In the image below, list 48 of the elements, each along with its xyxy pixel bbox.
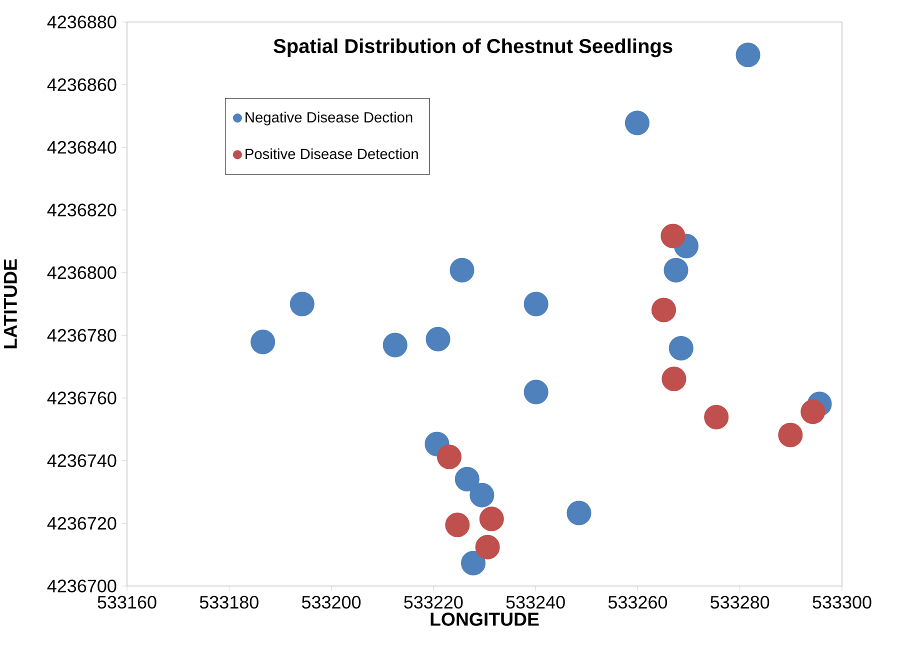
x-tick-label: 533280 bbox=[710, 596, 770, 609]
y-tick-label: 4236880 bbox=[47, 16, 116, 28]
y-tick-label: 4236820 bbox=[47, 204, 116, 216]
point bbox=[470, 482, 494, 508]
point bbox=[445, 512, 470, 538]
y-tick-label: 4236740 bbox=[47, 454, 116, 468]
point bbox=[664, 258, 688, 282]
point bbox=[668, 336, 694, 360]
point bbox=[426, 326, 450, 352]
legend-label: Negative Disease Dection bbox=[246, 112, 412, 126]
point bbox=[475, 534, 500, 560]
point bbox=[624, 110, 650, 136]
point bbox=[651, 298, 676, 322]
point bbox=[704, 404, 729, 430]
point bbox=[450, 258, 474, 282]
x-tick-label: 533200 bbox=[302, 596, 361, 609]
point bbox=[800, 400, 826, 424]
point bbox=[479, 506, 504, 532]
point bbox=[454, 466, 480, 492]
text: Spatial Distribution of Chestnut Seedlings bbox=[274, 38, 672, 58]
x-tick-label: 533160 bbox=[98, 596, 156, 609]
point bbox=[290, 292, 314, 316]
x-axis-title: LONGITUDE bbox=[430, 612, 539, 626]
x-tick-label: 533300 bbox=[812, 596, 872, 609]
y-tick-label: 4236760 bbox=[47, 392, 116, 404]
legend-label: Positive Disease Detection bbox=[246, 148, 418, 160]
point bbox=[736, 42, 760, 68]
y-tick-label: 4236700 bbox=[47, 580, 116, 592]
y-tick-label: 4236840 bbox=[47, 140, 116, 154]
x-tick-label: 533260 bbox=[608, 596, 668, 609]
y-tick-label: 4236860 bbox=[47, 78, 116, 92]
y-axis-title: LATITUDE bbox=[4, 259, 17, 348]
x-tick-label: 533220 bbox=[404, 596, 463, 609]
y-tick-label: 4236800 bbox=[47, 266, 116, 280]
x-tick-label: 533240 bbox=[506, 596, 565, 609]
point bbox=[566, 500, 592, 526]
y-tick-label: 4236720 bbox=[47, 516, 116, 530]
point bbox=[382, 332, 408, 358]
point bbox=[524, 380, 548, 404]
point bbox=[250, 330, 276, 354]
point bbox=[778, 422, 803, 448]
point bbox=[524, 292, 548, 316]
point bbox=[660, 224, 686, 248]
point bbox=[460, 550, 486, 576]
y-tick-label: 4236780 bbox=[47, 328, 116, 342]
point bbox=[436, 444, 462, 470]
x-tick-label: 533180 bbox=[200, 596, 258, 609]
point bbox=[662, 366, 686, 392]
